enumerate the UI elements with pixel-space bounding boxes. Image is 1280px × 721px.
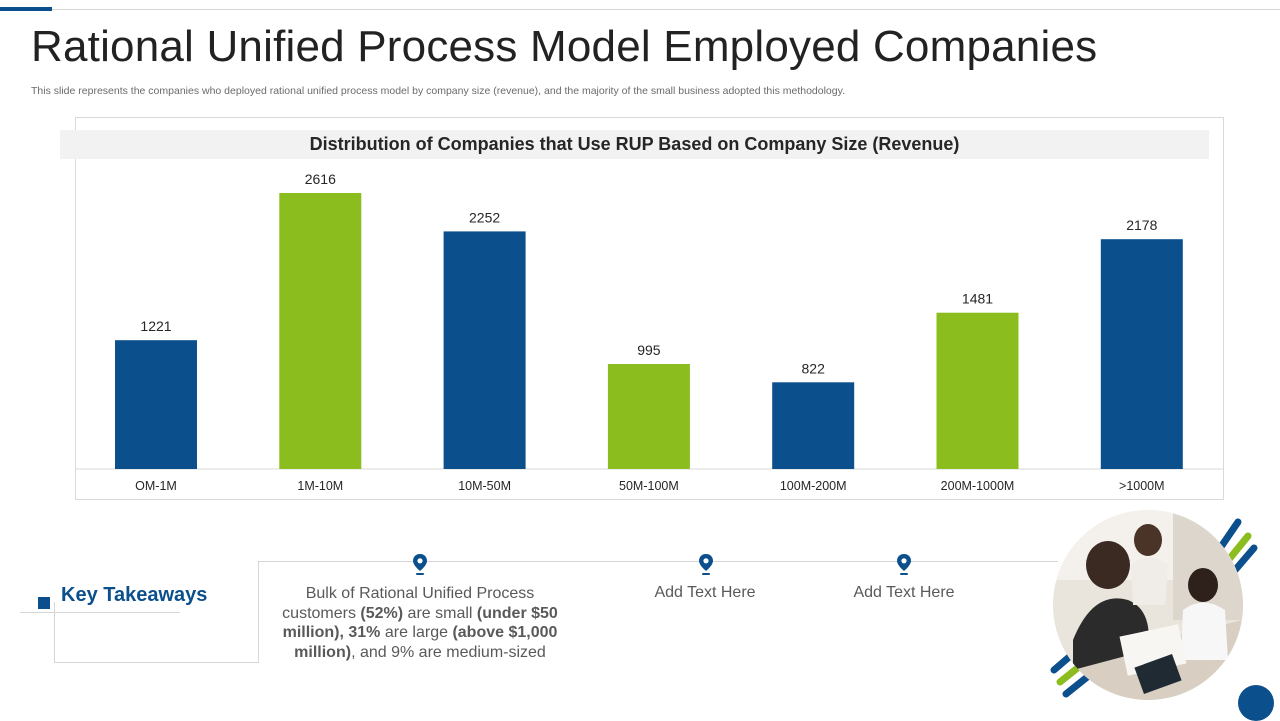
data-label: 2178 [1126, 217, 1157, 233]
data-label: 822 [802, 360, 826, 376]
top-divider [52, 9, 1280, 10]
takeaway-text-part: (under $50 million), 31% [282, 604, 558, 642]
team-photo-illustration [1053, 510, 1243, 700]
takeaway-point-2: Add Text Here [654, 584, 756, 601]
takeaway-text-part: Bulk of Rational Unified Process custome… [282, 585, 535, 622]
data-label: 2616 [305, 171, 336, 187]
bar-OM-1M [115, 340, 197, 469]
takeaway-text-part: (above $1,000 million) [294, 624, 558, 661]
takeaway-main-point: Bulk of Rational Unified Process custome… [272, 584, 568, 662]
takeaway-text-part: (52%) [360, 604, 404, 622]
bar-200M-1000M [936, 312, 1019, 469]
slide-title: Rational Unified Process Model Employed … [31, 22, 1098, 71]
top-accent-bar [0, 7, 52, 11]
x-tick-label: 10M-50M [458, 479, 511, 493]
x-tick-label: >1000M [1119, 479, 1165, 493]
bar-1M-10M [279, 193, 362, 469]
x-tick-label: 200M-1000M [941, 479, 1015, 493]
data-label: 995 [637, 342, 661, 358]
data-label: 1221 [140, 318, 171, 334]
takeaway-underline [20, 612, 180, 613]
bar-10M-50M [443, 231, 526, 469]
takeaway-point-3: Add Text Here [853, 584, 955, 601]
key-takeaways-heading: Key Takeaways [61, 584, 208, 606]
data-label: 1481 [962, 291, 993, 307]
takeaway-text-part: are large [380, 624, 453, 641]
x-tick-label: 50M-100M [619, 479, 679, 493]
takeaway-text-part: , and 9% are medium-sized [351, 643, 546, 661]
team-photo [1053, 510, 1243, 700]
x-tick-label: 1M-10M [297, 479, 343, 493]
chart-title-band [60, 130, 1209, 159]
box-bottom-border [54, 662, 259, 663]
box-left-border [54, 602, 55, 663]
location-pin-icon [413, 554, 427, 575]
chart-frame [75, 117, 1224, 500]
box-divider [258, 561, 259, 663]
data-label: 2252 [469, 209, 500, 225]
location-pin-icon [699, 554, 713, 575]
chart-title: Distribution of Companies that Use RUP B… [309, 134, 960, 154]
bars-layer: 1221 OM-1M 2616 1M-10M 2252 10M-50M 995 50M-100… [115, 171, 1183, 493]
takeaway-marker [38, 597, 50, 609]
bar-100M-200M [772, 382, 855, 469]
timeline-line [258, 561, 1058, 562]
takeaway-text-part: are small [403, 604, 477, 622]
slide-subtitle: This slide represents the companies who … [31, 85, 845, 97]
x-tick-label: 100M-200M [780, 479, 847, 493]
x-tick-label: OM-1M [135, 479, 177, 493]
page-indicator-dot [1238, 685, 1274, 721]
location-pin-icon [897, 554, 911, 575]
bar->1000M [1100, 239, 1183, 469]
bar-50M-100M [607, 364, 690, 469]
